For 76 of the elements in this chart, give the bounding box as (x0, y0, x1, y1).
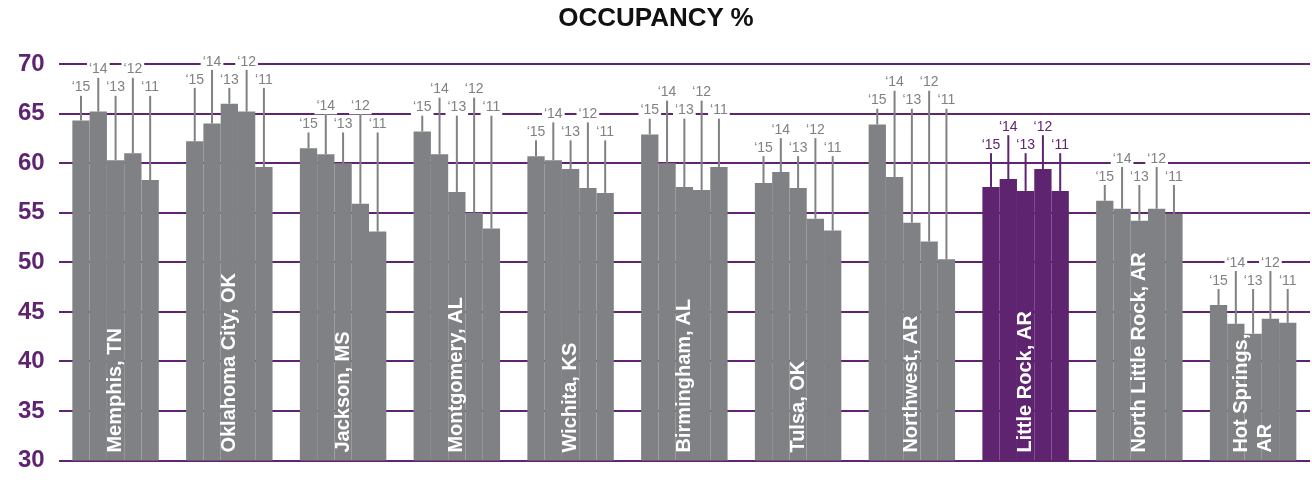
series-label: ‘13 (219, 70, 239, 87)
y-tick-label: 45 (17, 296, 45, 324)
text: ‘14 (1112, 149, 1132, 166)
text: ‘15 (867, 91, 887, 108)
text: ‘13 (561, 123, 580, 140)
text: ‘12 (237, 52, 256, 69)
text: ‘15 (412, 98, 432, 115)
text: ‘13 (675, 101, 694, 118)
text: ‘12 (123, 60, 143, 77)
text: ‘12 (692, 83, 711, 100)
y-tick-label: 55 (17, 197, 45, 225)
text: ‘14 (1226, 253, 1246, 270)
x-tick-label: North Little Rock, AR (1126, 251, 1149, 453)
text: ‘12 (351, 97, 370, 114)
text: ‘13 (447, 98, 467, 115)
text: ‘13 (902, 91, 922, 108)
y-tick-label: 40 (17, 346, 45, 374)
text: ‘14 (202, 52, 222, 69)
x-tick-label: Memphis, TN (103, 328, 126, 453)
y-tick-label: 65 (17, 98, 45, 126)
x-tick-label: Birmingham, AL (671, 298, 694, 453)
text: ‘15 (185, 70, 205, 87)
text: ‘14 (88, 60, 108, 77)
text: ‘11 (710, 101, 728, 118)
text: ‘15 (1095, 167, 1115, 184)
text: ‘11 (1051, 135, 1070, 152)
x-tick-label: Oklahoma City, OK (216, 272, 239, 453)
chart-title: OCCUPANCY % (557, 1, 755, 34)
text: ‘11 (823, 138, 842, 155)
text: ‘12 (806, 120, 825, 137)
text: ‘12 (464, 80, 484, 97)
text: ‘12 (1261, 253, 1280, 270)
text: ‘13 (788, 138, 808, 155)
text: ‘11 (1278, 271, 1297, 288)
text: ‘14 (657, 83, 677, 100)
y-tick-label: 30 (17, 445, 45, 473)
text: ‘13 (333, 115, 353, 132)
text: ‘14 (543, 105, 563, 122)
text: ‘14 (771, 120, 791, 137)
text: ‘15 (526, 123, 546, 140)
x-tick-label: Montgomery, AL (444, 297, 467, 453)
text: ‘12 (919, 73, 939, 90)
text: ‘12 (578, 105, 598, 122)
y-tick-label: 60 (17, 147, 45, 175)
text: ‘11 (596, 123, 614, 140)
text: ‘12 (1033, 117, 1053, 134)
y-tick-label: 35 (17, 395, 45, 423)
series-label: ‘15 (1209, 271, 1229, 288)
x-tick-label: Hot Springs, AR (1228, 333, 1275, 453)
text: ‘13 (1016, 135, 1035, 152)
text: ‘11 (255, 70, 273, 87)
text: ‘11 (482, 98, 501, 115)
text: ‘15 (71, 78, 91, 95)
text: ‘13 (1243, 271, 1263, 288)
text: ‘15 (754, 138, 773, 155)
text: ‘15 (640, 101, 660, 118)
text: ‘11 (937, 91, 956, 108)
y-tick-label: 70 (17, 48, 45, 76)
text: ‘11 (141, 78, 159, 95)
text: ‘14 (998, 117, 1018, 134)
text: ‘13 (1130, 167, 1149, 184)
x-tick-label: Wichita, KS (558, 342, 581, 453)
text: ‘12 (1147, 149, 1166, 166)
text: ‘14 (316, 97, 336, 114)
x-tick-label: Little Rock, AR (1013, 310, 1036, 453)
y-tick-label: 50 (17, 246, 45, 274)
text: ‘11 (368, 115, 387, 132)
text: ‘14 (885, 73, 904, 90)
text: ‘14 (430, 80, 449, 97)
text: ‘15 (299, 115, 318, 132)
x-tick-label: Northwest, AR (899, 315, 922, 453)
text: ‘13 (106, 78, 125, 95)
text: ‘11 (1165, 167, 1183, 184)
text: ‘15 (981, 135, 1001, 152)
x-tick-label: Tulsa, OK (785, 360, 808, 453)
x-tick-label: Jackson, MS (330, 331, 353, 453)
